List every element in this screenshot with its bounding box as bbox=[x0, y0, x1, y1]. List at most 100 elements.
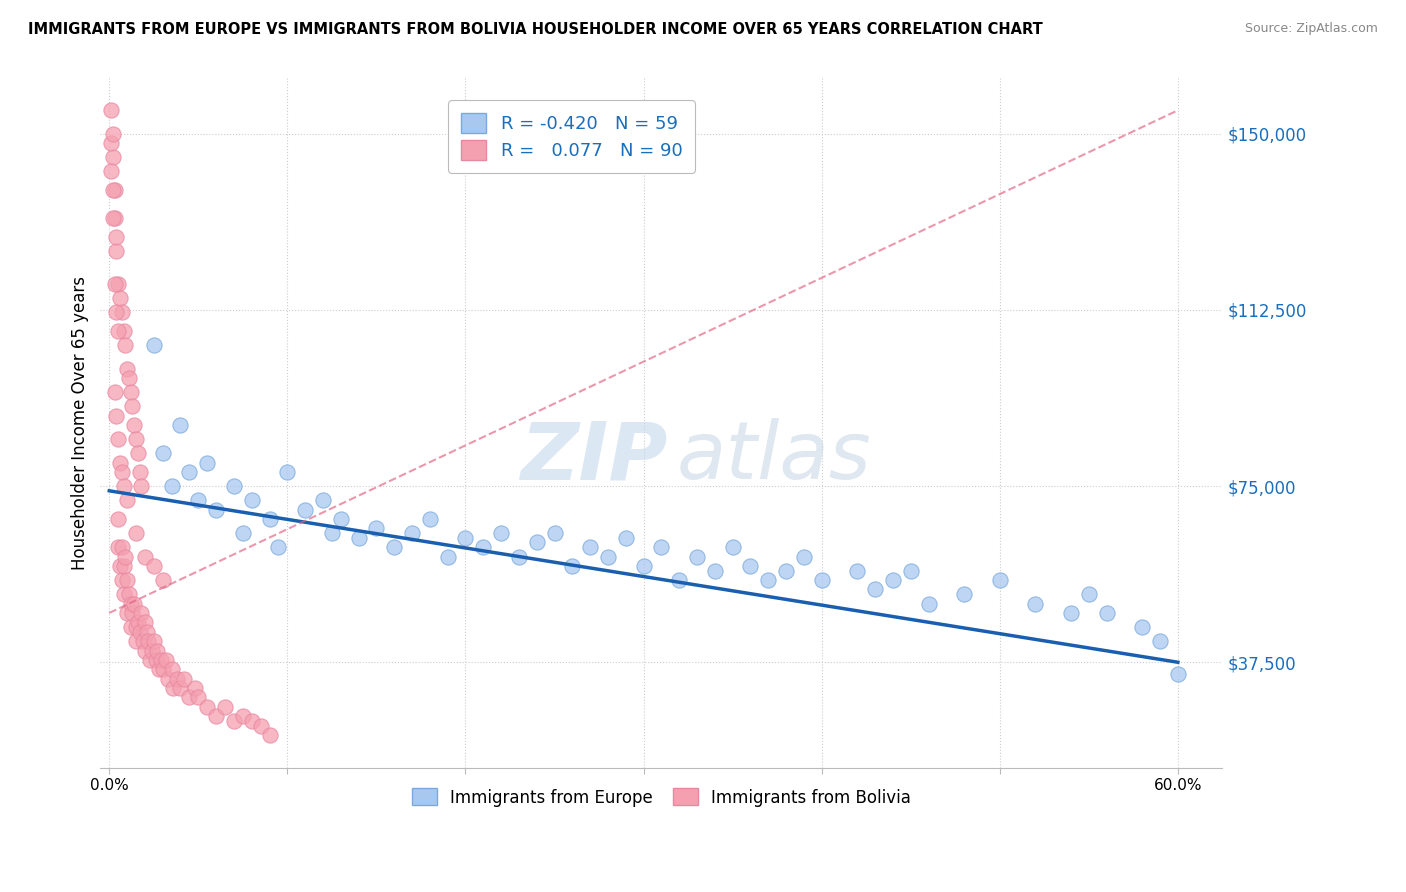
Point bbox=[276, 465, 298, 479]
Point bbox=[112, 587, 135, 601]
Point bbox=[222, 714, 245, 728]
Y-axis label: Householder Income Over 65 years: Householder Income Over 65 years bbox=[72, 276, 89, 570]
Point bbox=[125, 634, 148, 648]
Point bbox=[107, 432, 129, 446]
Point bbox=[347, 531, 370, 545]
Point bbox=[135, 624, 157, 639]
Point bbox=[846, 564, 869, 578]
Point bbox=[111, 465, 134, 479]
Point bbox=[120, 597, 142, 611]
Point bbox=[543, 526, 565, 541]
Point bbox=[101, 150, 124, 164]
Point bbox=[321, 526, 343, 541]
Point bbox=[160, 662, 183, 676]
Point bbox=[561, 558, 583, 573]
Point bbox=[149, 653, 172, 667]
Point bbox=[259, 728, 281, 742]
Point bbox=[142, 634, 165, 648]
Point bbox=[142, 338, 165, 352]
Point bbox=[104, 183, 127, 197]
Point bbox=[105, 409, 128, 423]
Point bbox=[120, 385, 142, 400]
Point bbox=[882, 573, 904, 587]
Point bbox=[111, 305, 134, 319]
Point bbox=[108, 456, 131, 470]
Point bbox=[122, 597, 145, 611]
Point bbox=[187, 690, 209, 705]
Point bbox=[988, 573, 1011, 587]
Point bbox=[148, 662, 170, 676]
Point bbox=[900, 564, 922, 578]
Point bbox=[489, 526, 512, 541]
Point bbox=[401, 526, 423, 541]
Point bbox=[173, 672, 195, 686]
Point bbox=[115, 573, 138, 587]
Point bbox=[195, 456, 218, 470]
Point bbox=[205, 709, 228, 723]
Point bbox=[100, 103, 122, 118]
Point bbox=[115, 606, 138, 620]
Point bbox=[104, 385, 127, 400]
Point bbox=[131, 606, 153, 620]
Point bbox=[107, 540, 129, 554]
Point bbox=[472, 540, 495, 554]
Point bbox=[111, 573, 134, 587]
Point bbox=[222, 479, 245, 493]
Text: IMMIGRANTS FROM EUROPE VS IMMIGRANTS FROM BOLIVIA HOUSEHOLDER INCOME OVER 65 YEA: IMMIGRANTS FROM EUROPE VS IMMIGRANTS FRO… bbox=[28, 22, 1043, 37]
Point bbox=[686, 549, 709, 564]
Point bbox=[114, 338, 136, 352]
Point bbox=[125, 620, 148, 634]
Point bbox=[214, 699, 236, 714]
Point bbox=[793, 549, 815, 564]
Point bbox=[134, 549, 156, 564]
Point bbox=[756, 573, 779, 587]
Point bbox=[775, 564, 797, 578]
Point bbox=[166, 672, 188, 686]
Point bbox=[721, 540, 744, 554]
Point bbox=[508, 549, 530, 564]
Point bbox=[112, 324, 135, 338]
Point bbox=[104, 211, 127, 226]
Point bbox=[132, 634, 155, 648]
Point bbox=[105, 244, 128, 259]
Point bbox=[155, 653, 177, 667]
Point bbox=[107, 277, 129, 292]
Point bbox=[118, 371, 141, 385]
Point bbox=[205, 502, 228, 516]
Point bbox=[157, 672, 180, 686]
Point bbox=[382, 540, 405, 554]
Point bbox=[101, 183, 124, 197]
Point bbox=[142, 558, 165, 573]
Point bbox=[127, 615, 149, 630]
Point bbox=[1024, 597, 1046, 611]
Point bbox=[614, 531, 637, 545]
Point bbox=[152, 446, 174, 460]
Point bbox=[118, 587, 141, 601]
Point bbox=[138, 634, 160, 648]
Point bbox=[125, 432, 148, 446]
Point bbox=[115, 493, 138, 508]
Point bbox=[100, 164, 122, 178]
Point bbox=[1167, 667, 1189, 681]
Point bbox=[121, 399, 143, 413]
Point bbox=[668, 573, 690, 587]
Point bbox=[146, 643, 169, 657]
Point bbox=[169, 418, 191, 433]
Point bbox=[162, 681, 184, 695]
Point bbox=[131, 479, 153, 493]
Point bbox=[112, 479, 135, 493]
Point bbox=[101, 127, 124, 141]
Point bbox=[1077, 587, 1099, 601]
Point bbox=[312, 493, 335, 508]
Point bbox=[436, 549, 458, 564]
Point bbox=[454, 531, 477, 545]
Point bbox=[195, 699, 218, 714]
Point bbox=[111, 540, 134, 554]
Legend: Immigrants from Europe, Immigrants from Bolivia: Immigrants from Europe, Immigrants from … bbox=[404, 780, 920, 815]
Point bbox=[1130, 620, 1153, 634]
Point bbox=[419, 512, 441, 526]
Point bbox=[184, 681, 207, 695]
Point bbox=[810, 573, 832, 587]
Point bbox=[1060, 606, 1083, 620]
Point bbox=[121, 606, 143, 620]
